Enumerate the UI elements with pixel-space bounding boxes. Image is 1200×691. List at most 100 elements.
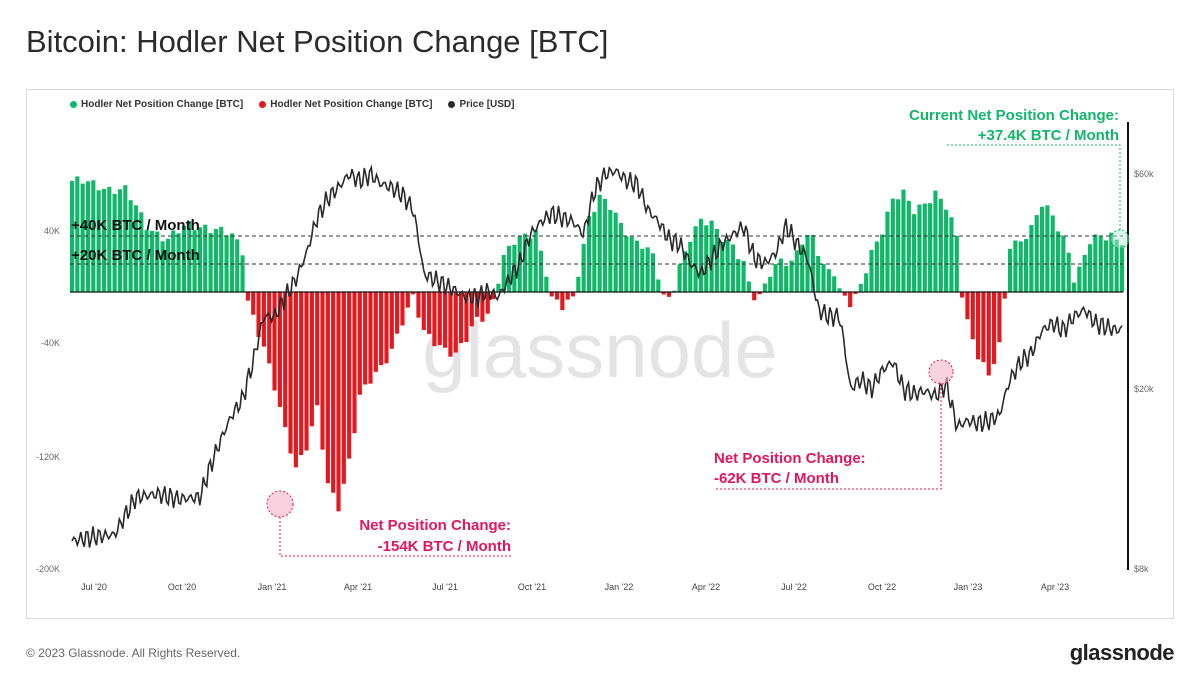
net-position-bar [752,292,757,301]
net-position-bar [336,292,341,512]
net-position-bar [1045,205,1050,292]
net-position-bar [581,243,586,292]
x-tick: Jan '23 [954,582,983,592]
net-position-bar [597,194,602,292]
net-position-bar [107,186,112,292]
net-position-bar [960,292,965,298]
net-position-bar [714,228,720,292]
net-position-bar [1071,282,1077,292]
annotation-3-line2: +37.4K BTC / Month [978,127,1119,144]
net-position-bar [789,260,794,292]
net-position-bar [586,216,592,292]
net-position-bar [544,276,549,292]
net-position-bar [698,218,704,292]
net-position-bar [400,292,405,326]
y-left-tick: 40K [44,226,60,236]
net-position-bar [1013,240,1018,292]
net-position-bar [160,241,165,292]
net-position-bar [864,273,869,292]
annotation-2-line1: Net Position Change: [714,450,866,467]
net-position-bar [395,292,400,334]
net-position-bar [277,292,282,407]
net-position-bar [570,292,576,297]
annotation-2-line2: -62K BTC / Month [714,470,839,487]
net-position-bar [368,292,373,384]
x-tick: Jan '21 [258,582,287,592]
net-position-bar [405,292,410,308]
net-position-bar [965,292,970,320]
net-position-bar [762,283,767,292]
net-position-bar [1002,292,1007,299]
net-position-bar [165,238,171,292]
net-position-bar [1007,248,1013,292]
net-position-bar [506,245,512,292]
net-position-bar [592,212,597,292]
net-position-bar [293,292,298,468]
legend-label-negative: Hodler Net Position Change [BTC] [270,99,433,110]
net-position-bar [549,292,554,297]
net-position-bar [357,292,362,395]
x-tick: Jan '22 [605,582,634,592]
net-position-bar [885,211,890,292]
net-position-bar [880,234,885,292]
net-position-bar [800,244,805,292]
net-position-bar [533,230,538,292]
y-right-tick: $20k [1134,384,1154,394]
net-position-bar [933,190,938,292]
net-position-bar [235,239,240,292]
net-position-bar [874,241,879,292]
net-position-bar [240,255,245,292]
net-position-bar [485,292,490,314]
net-position-bar [1039,206,1045,292]
net-position-bar [123,185,128,292]
net-position-bar [1087,244,1093,292]
net-position-bar [554,292,560,300]
legend-item-positive[interactable]: Hodler Net Position Change [BTC] [70,99,243,110]
net-position-bar [720,242,725,292]
x-tick: Apr '21 [344,582,372,592]
legend-item-negative[interactable]: Hodler Net Position Change [BTC] [259,99,432,110]
net-position-bar [229,233,234,292]
x-tick: Apr '22 [692,582,720,592]
net-position-bar [1018,241,1023,292]
net-position-bar [522,233,528,292]
net-position-bar [832,276,837,292]
net-position-bar [155,231,160,292]
net-position-bar [906,200,911,292]
net-position-bar [379,292,384,366]
net-position-bar [373,292,378,372]
net-position-bar [778,258,783,292]
net-position-bar [746,281,751,292]
net-position-bar [283,292,288,428]
net-position-bar [192,230,197,292]
legend-label-positive: Hodler Net Position Change [BTC] [81,99,244,110]
net-position-bar [949,217,954,292]
net-position-bar [341,292,346,484]
net-position-bar [981,292,986,363]
net-position-bar [251,292,256,315]
chart-frame [26,89,1174,619]
net-position-bar [608,209,613,292]
annotation-leader-1 [279,517,512,557]
net-position-bar [101,188,107,292]
net-position-bar [848,292,853,308]
net-position-bar [272,292,277,391]
x-tick: Oct '20 [168,582,196,592]
net-position-bar [219,226,224,292]
net-position-bar [480,292,485,322]
net-position-bar [602,198,608,292]
net-position-bar [768,276,773,292]
net-position-bar [352,292,357,434]
legend-item-price[interactable]: Price [USD] [448,99,514,110]
net-position-bar [144,230,149,292]
annotation-marker-1 [266,490,294,518]
legend-dot-price [448,101,456,108]
net-position-bar [954,235,959,292]
net-position-bar [469,292,474,327]
legend-dot-negative [259,101,267,108]
net-position-bar [1082,254,1087,292]
net-position-bar [384,292,389,364]
legend-label-price: Price [USD] [459,99,515,110]
net-position-bar [176,233,181,292]
net-position-bar [528,238,533,292]
